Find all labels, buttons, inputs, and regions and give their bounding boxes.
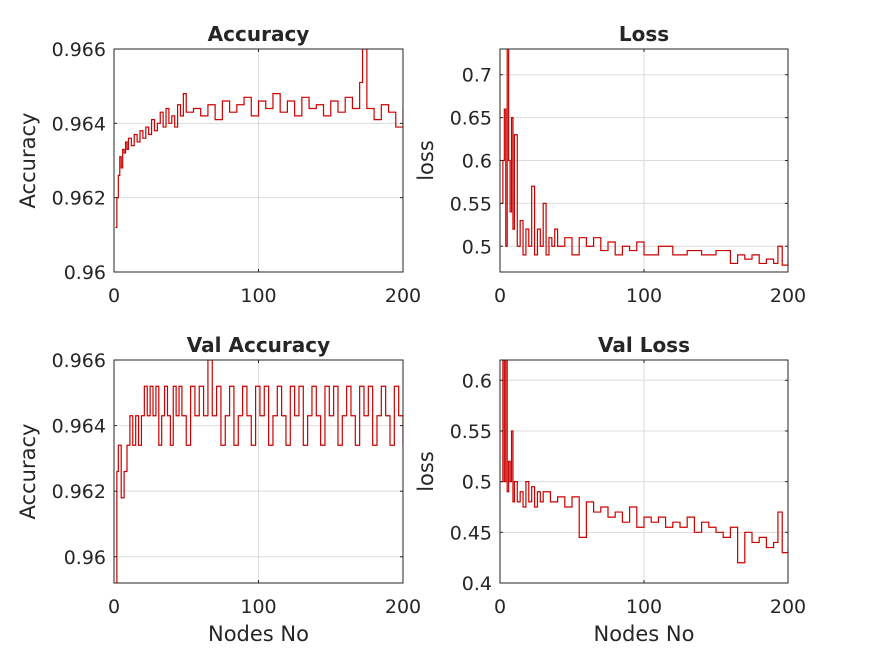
y-tick-label: 0.962 <box>52 188 106 210</box>
val-loss-x-axis-label: Nodes No <box>594 622 695 646</box>
loss-y-axis-label: loss <box>414 140 438 181</box>
y-tick-label: 0.5 <box>462 472 492 494</box>
val-accuracy-y-axis-label: Accuracy <box>16 424 40 520</box>
val-loss-y-axis-label: loss <box>414 451 438 492</box>
accuracy-panel: 0 100 200 0.96 0.962 0.964 0.966 Accuracy Accura… <box>16 22 421 307</box>
y-tick-label: 0.55 <box>450 421 492 443</box>
y-tick-label: 0.962 <box>52 481 106 503</box>
y-tick-label: 0.4 <box>462 573 492 595</box>
x-tick-label: 200 <box>385 596 421 618</box>
x-tick-label: 200 <box>770 285 806 307</box>
y-tick-label: 0.6 <box>462 370 492 392</box>
val-loss-series-line <box>501 360 788 564</box>
y-tick-label: 0.966 <box>52 39 106 61</box>
loss-title: Loss <box>619 22 669 46</box>
x-tick-label: 100 <box>240 285 276 307</box>
accuracy-series-line <box>115 49 403 228</box>
accuracy-title: Accuracy <box>208 22 310 46</box>
val-accuracy-title: Val Accuracy <box>187 333 330 357</box>
y-tick-label: 0.964 <box>52 113 106 135</box>
x-tick-label: 100 <box>626 596 662 618</box>
x-tick-label: 100 <box>626 285 662 307</box>
y-tick-label: 0.96 <box>64 262 106 284</box>
y-tick-label: 0.45 <box>450 522 492 544</box>
y-tick-label: 0.65 <box>450 108 492 130</box>
x-tick-label: 200 <box>770 596 806 618</box>
x-tick-label: 100 <box>240 596 276 618</box>
val-accuracy-x-axis-label: Nodes No <box>208 622 309 646</box>
y-tick-label: 0.966 <box>52 350 106 372</box>
val-accuracy-series-line <box>115 360 403 583</box>
val-loss-panel: 0 100 200 0.4 0.45 0.5 0.55 0.6 Val Loss loss Node… <box>414 333 806 646</box>
y-tick-label: 0.55 <box>450 193 492 215</box>
x-tick-label: 0 <box>108 285 120 307</box>
y-tick-label: 0.6 <box>462 151 492 173</box>
loss-series-line <box>501 49 788 266</box>
y-tick-label: 0.5 <box>462 236 492 258</box>
y-tick-label: 0.96 <box>64 547 106 569</box>
y-tick-label: 0.964 <box>52 416 106 438</box>
val-accuracy-panel: 0 100 200 0.96 0.962 0.964 0.966 Val Accuracy Ac… <box>16 333 421 646</box>
accuracy-y-axis-label: Accuracy <box>16 113 40 209</box>
x-tick-label: 0 <box>494 596 506 618</box>
loss-panel: 0 100 200 0.5 0.55 0.6 0.65 0.7 Loss loss <box>414 22 806 307</box>
x-tick-label: 200 <box>385 285 421 307</box>
y-tick-label: 0.7 <box>462 65 492 87</box>
val-loss-title: Val Loss <box>598 333 690 357</box>
x-tick-label: 0 <box>108 596 120 618</box>
x-tick-label: 0 <box>494 285 506 307</box>
